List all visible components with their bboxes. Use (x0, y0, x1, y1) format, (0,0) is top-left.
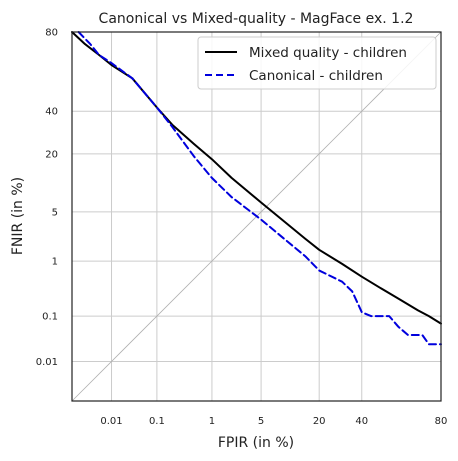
x-axis-label: FPIR (in %) (218, 435, 294, 451)
y-tick-label: 20 (45, 149, 58, 160)
y-tick-label: 80 (45, 28, 58, 39)
y-tick-label: 5 (52, 207, 58, 218)
plot-frame (71, 31, 442, 402)
series-line-canonical (77, 31, 442, 346)
y-tick-label: 40 (45, 107, 58, 118)
x-tick-label: 40 (355, 416, 368, 427)
chart-title: Canonical vs Mixed-quality - MagFace ex.… (99, 11, 414, 27)
x-tick-label: 5 (258, 416, 264, 427)
legend-box (197, 36, 437, 90)
x-tick-label: 80 (435, 416, 448, 427)
y-tick-label: 0.1 (42, 312, 58, 323)
y-tick-label: 1 (52, 257, 58, 268)
y-tick-labels: 0.01 0.1 1 5 20 40 80 (36, 28, 58, 368)
x-tick-labels: 0.01 0.1 1 5 20 40 80 (100, 416, 447, 427)
x-tick-label: 0.1 (149, 416, 165, 427)
series-layer (71, 31, 442, 346)
legend-label-canonical: Canonical - children (249, 68, 383, 84)
x-tick-label: 1 (209, 416, 215, 427)
y-axis-label: FNIR (in %) (10, 177, 26, 255)
legend: Mixed quality - children Canonical - chi… (197, 36, 437, 90)
legend-label-mixed-quality: Mixed quality - children (249, 45, 407, 61)
x-tick-label: 20 (313, 416, 326, 427)
y-tick-label: 0.01 (36, 357, 58, 368)
x-tick-label: 0.01 (100, 416, 122, 427)
series-line-mixed-quality (71, 31, 442, 325)
